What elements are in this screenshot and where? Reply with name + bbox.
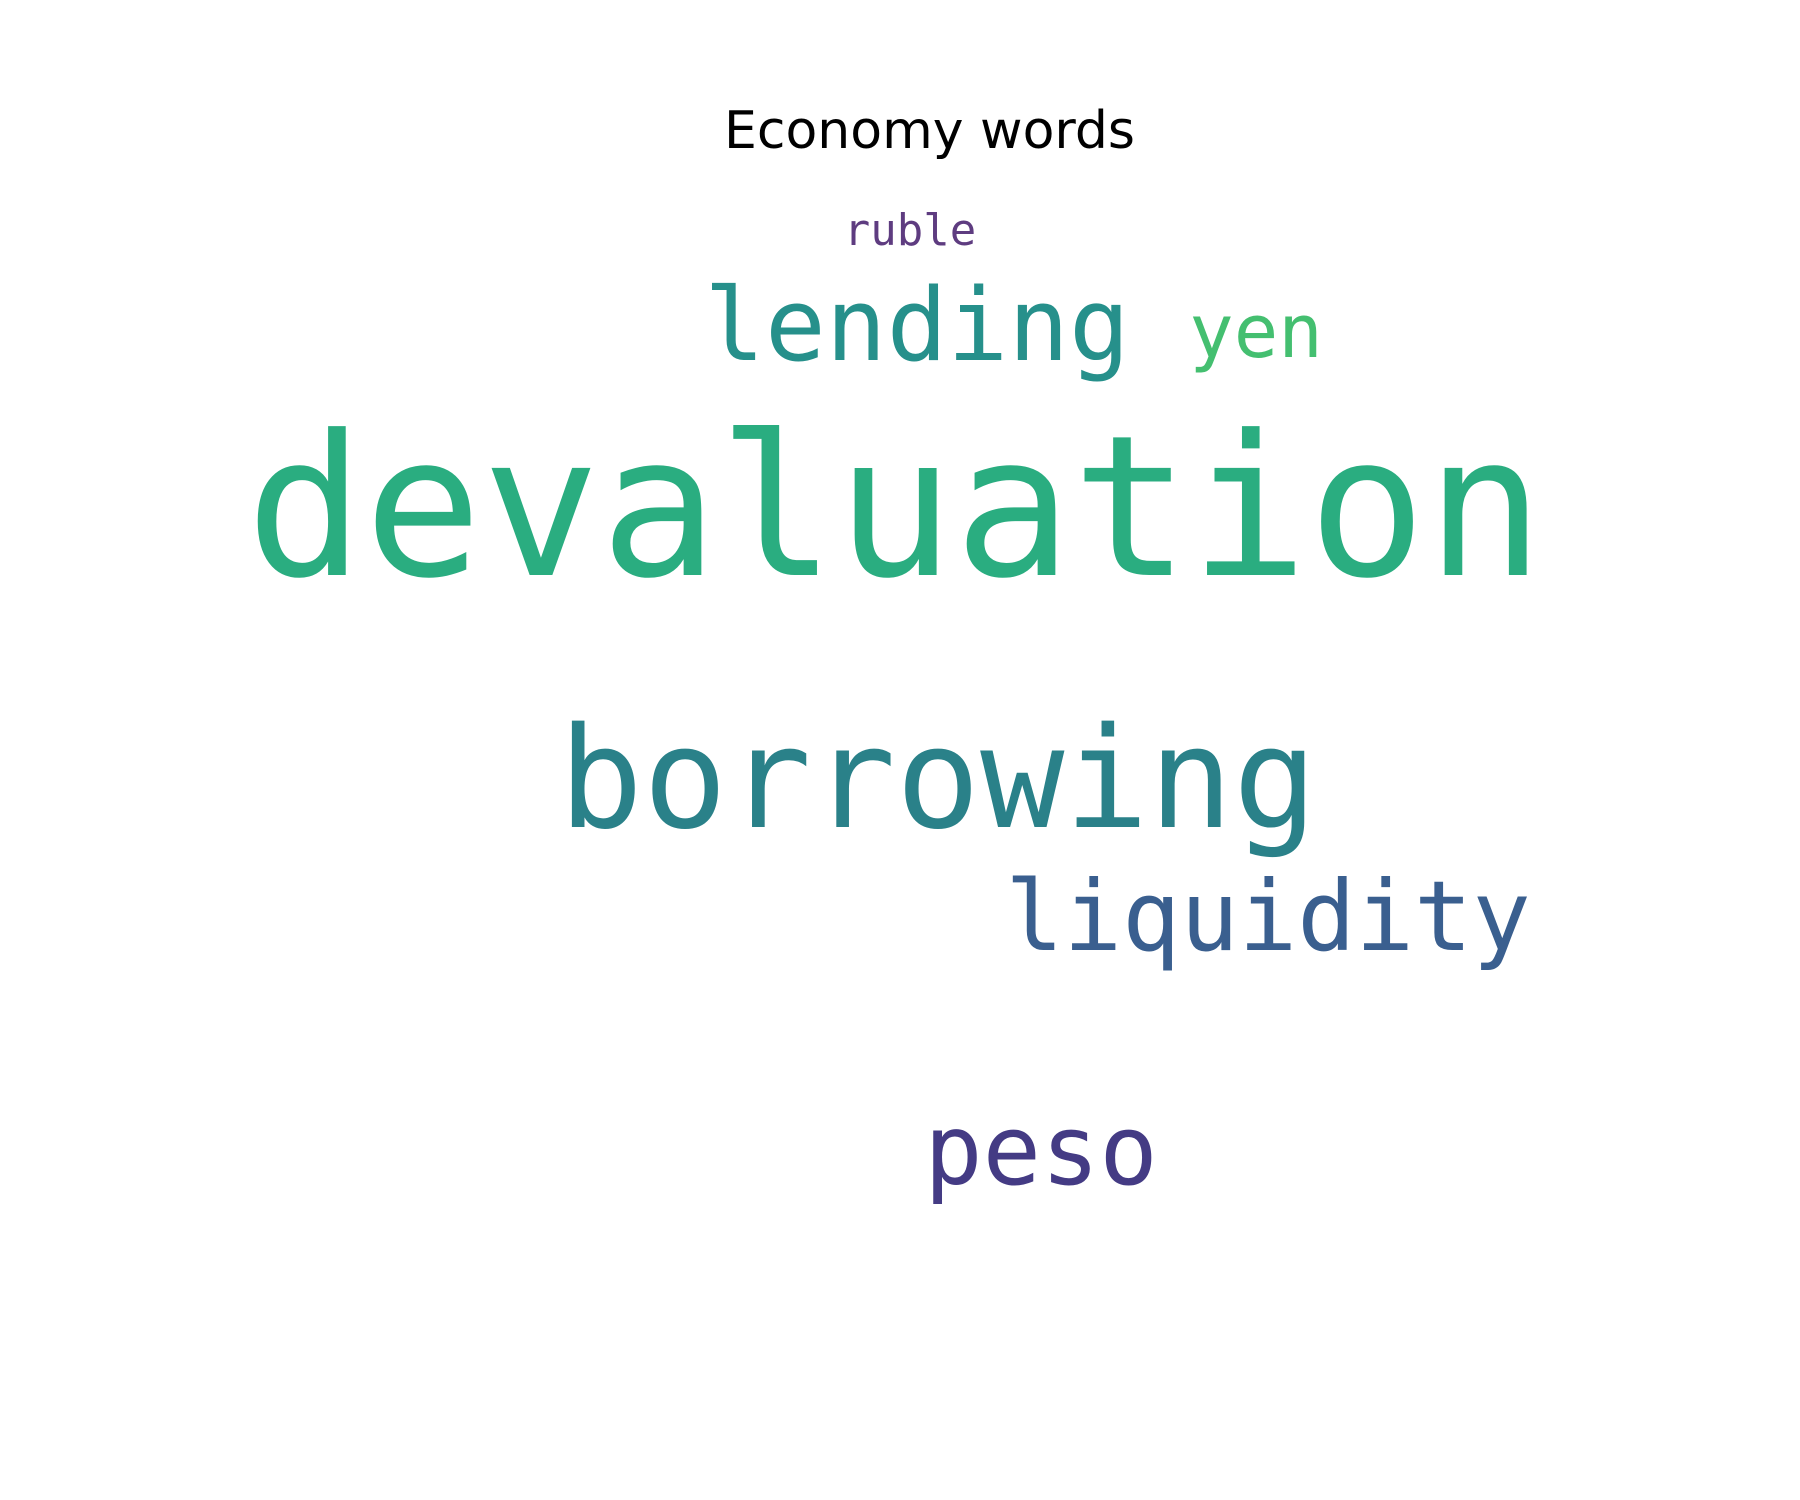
word-lending: lending [704,266,1130,384]
word-ruble: ruble [844,205,976,256]
word-devaluation: devaluation [246,394,1544,622]
word-borrowing: borrowing [559,698,1318,861]
word-yen: yen [1189,289,1323,375]
chart-title: Economy words [724,101,1135,161]
word-liquidity: liquidity [1005,860,1531,973]
word-peso: peso [924,1094,1158,1207]
